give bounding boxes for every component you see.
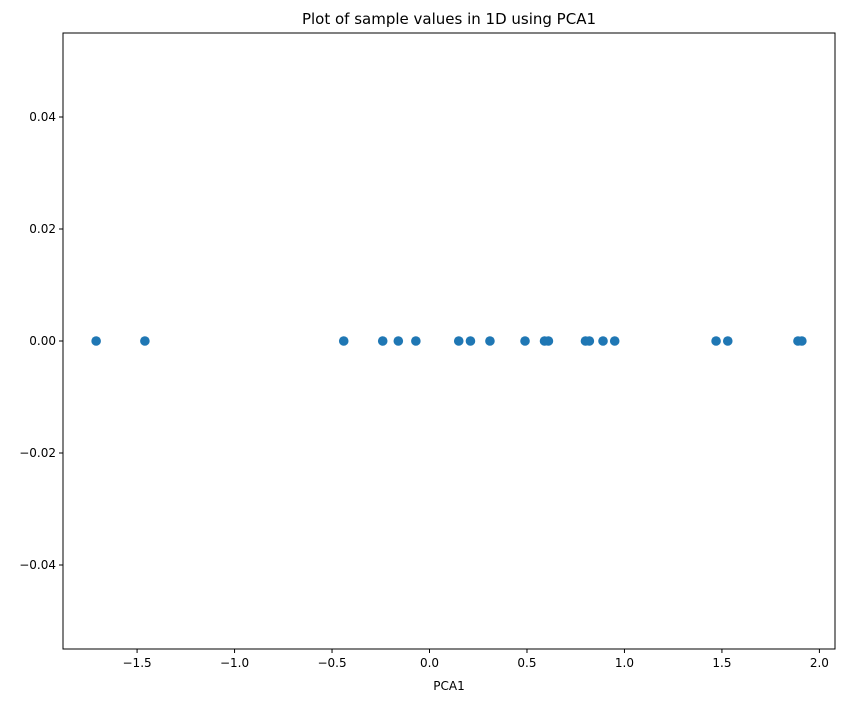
data-point [91,336,101,346]
data-point [377,336,388,346]
plot-area: −1.5 −1.0 −0.5 0.0 0.5 1.0 1.5 2.0 −0.04 −0.02 0.0… [19,32,836,670]
data-point [722,336,733,346]
data-point [453,336,464,346]
data-point [338,336,349,346]
data-point [609,336,620,346]
y-tick-label: 0.00 [29,334,56,348]
chart-title: Plot of sample values in 1D using PCA1 [302,10,596,28]
x-tick-label: 0.5 [517,656,536,670]
x-axis-label: PCA1 [433,679,464,693]
data-point [584,336,595,346]
x-tick-label: 0.0 [420,656,439,670]
data-point [711,336,721,346]
x-tick-label: 2.0 [810,656,829,670]
data-point [140,336,150,346]
y-tick-label: −0.02 [19,446,56,460]
data-point [598,336,608,346]
data-point [520,336,530,346]
y-tick-label: −0.04 [19,558,56,572]
y-tick-label: 0.04 [29,110,56,124]
x-tick-label: −0.5 [317,656,346,670]
data-point [411,336,421,346]
x-tick-label: −1.5 [123,656,152,670]
y-tick-label: 0.02 [29,222,56,236]
data-point [485,336,495,346]
x-tick-label: 1.0 [615,656,634,670]
data-point [543,336,554,346]
data-point [797,336,807,346]
x-tick-label: 1.5 [712,656,731,670]
data-point [393,336,404,346]
data-point [465,336,476,346]
x-tick-label: −1.0 [220,656,249,670]
